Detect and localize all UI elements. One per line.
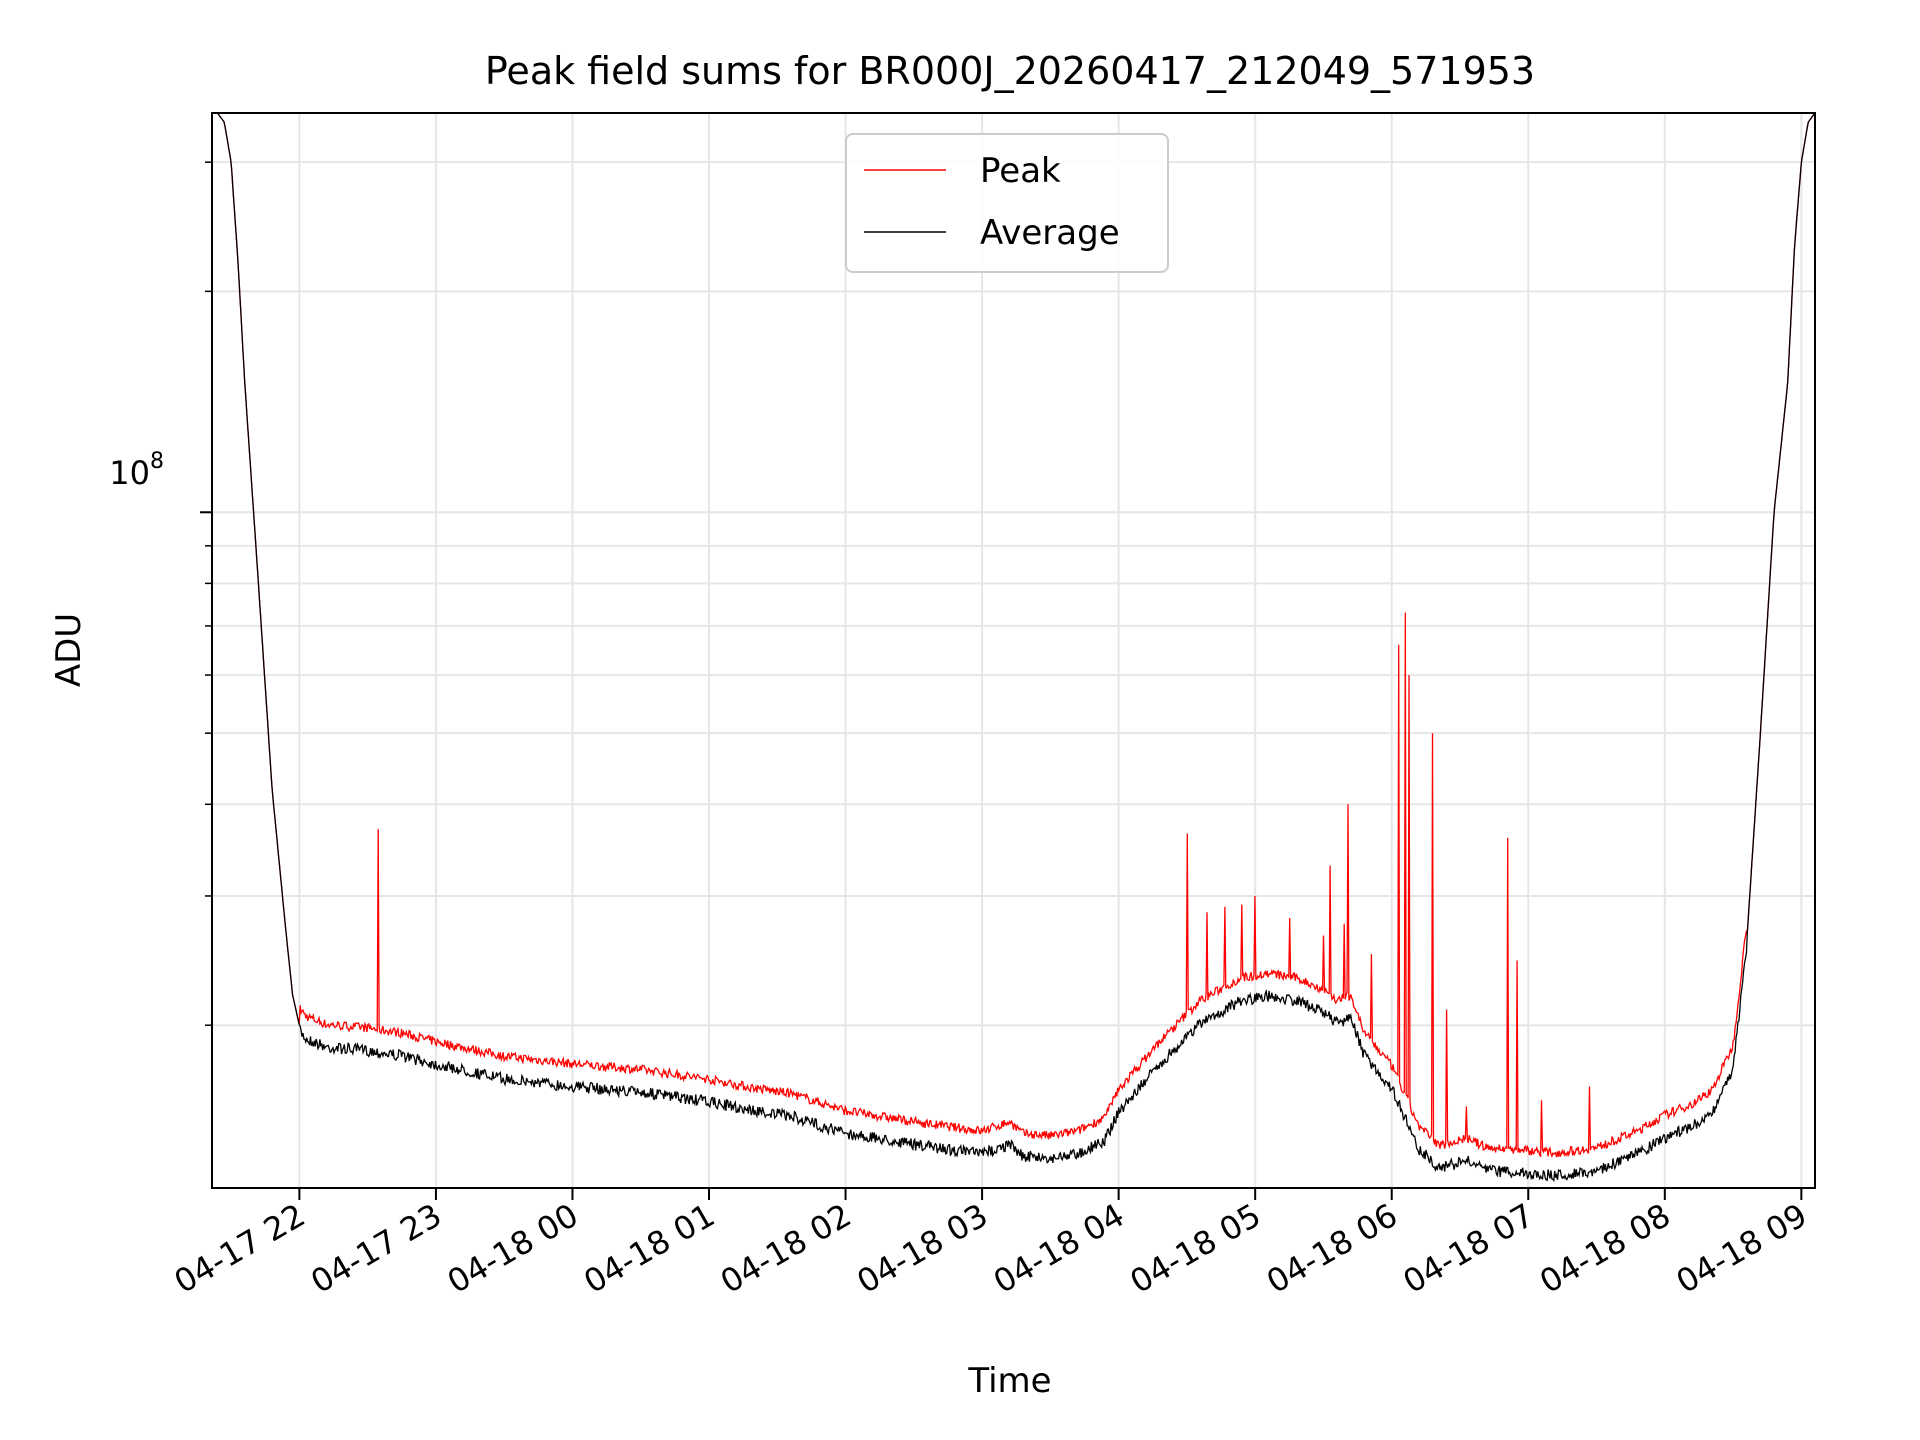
x-tick-label: 04-17 22 (168, 1196, 312, 1301)
y-axis-label: ADU (49, 613, 89, 687)
legend-box (845, 133, 1169, 273)
plot-frame (211, 112, 1816, 1189)
y-tick-label-1e8: 108 (109, 449, 164, 492)
x-tick-label: 04-18 02 (714, 1196, 858, 1301)
series-line-peak (216, 112, 1816, 1159)
x-tick-label: 04-17 23 (304, 1196, 448, 1301)
x-tick-label: 04-18 00 (441, 1196, 585, 1301)
chart-title: Peak field sums for BR000J_20260417_2120… (485, 49, 1535, 93)
x-tick-label: 04-18 08 (1533, 1196, 1677, 1301)
legend-label-peak: Peak (980, 151, 1061, 191)
x-tick-label: 04-18 07 (1397, 1196, 1541, 1301)
x-axis-label: Time (967, 1361, 1051, 1401)
legend-label-average: Average (980, 213, 1120, 253)
plot-series (216, 112, 1816, 1183)
x-tick-label: 04-18 03 (850, 1196, 994, 1301)
grid (212, 113, 1815, 1188)
x-tick-label: 04-18 05 (1124, 1196, 1268, 1301)
legend: Peak Average (845, 133, 1169, 273)
x-tick-label: 04-18 06 (1260, 1196, 1404, 1301)
x-tick-label: 04-18 09 (1670, 1196, 1814, 1301)
x-tick-label: 04-18 04 (987, 1196, 1131, 1301)
x-tick-label: 04-18 01 (577, 1196, 721, 1301)
series-line-average (216, 112, 1816, 1183)
